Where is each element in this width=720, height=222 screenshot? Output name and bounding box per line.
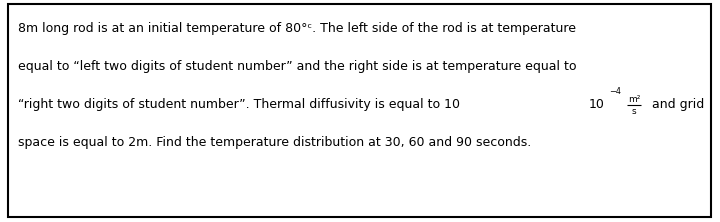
Text: and grid: and grid [644, 98, 705, 111]
Text: 8m long rod is at an initial temperature of 80°ᶜ. The left side of the rod is at: 8m long rod is at an initial temperature… [18, 22, 576, 35]
Text: 10: 10 [588, 98, 604, 111]
Text: space is equal to 2m. Find the temperature distribution at 30, 60 and 90 seconds: space is equal to 2m. Find the temperatu… [18, 136, 531, 149]
Text: −4: −4 [609, 87, 621, 97]
Text: “right two digits of student number”. Thermal diffusivity is equal to 10: “right two digits of student number”. Th… [18, 98, 460, 111]
Text: s: s [632, 107, 636, 115]
Text: m²: m² [628, 95, 641, 105]
Text: equal to “left two digits of student number” and the right side is at temperatur: equal to “left two digits of student num… [18, 60, 577, 73]
